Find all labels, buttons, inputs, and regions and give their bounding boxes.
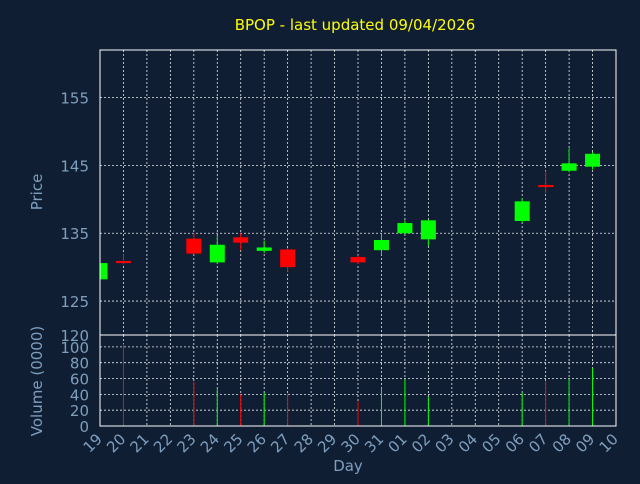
x-tick-label: 01 [385, 430, 411, 456]
frame-layer [99, 49, 617, 427]
volume-tick-label: 40 [70, 386, 89, 404]
x-tick-label: 26 [244, 430, 270, 456]
volume-tick-label: 100 [60, 339, 89, 357]
candle-body [186, 238, 202, 254]
x-tick-label: 31 [361, 430, 387, 456]
volume-tick-label: 20 [70, 402, 89, 420]
candle-body [397, 223, 413, 234]
candle-body [350, 256, 366, 263]
x-axis-label: Day [333, 457, 363, 475]
x-tick-label: 08 [549, 430, 575, 456]
grid-layer [100, 50, 616, 426]
x-tick-label: 22 [150, 430, 176, 456]
x-tick-label: 20 [103, 430, 129, 456]
candle-layer [99, 148, 601, 280]
candle-body [514, 201, 530, 221]
candle-body [373, 240, 389, 251]
price-tick-label: 145 [60, 157, 89, 175]
price-panel-frame [99, 49, 617, 336]
x-tick-label: 29 [314, 430, 340, 456]
volume-tick-label: 80 [70, 355, 89, 373]
x-tick-label: 07 [525, 430, 551, 456]
tick-layer: 1201251351451550204060801001920212223242… [60, 90, 621, 457]
volume-axis-label: Volume (0000) [28, 326, 46, 436]
candle-body [280, 249, 296, 268]
price-tick-label: 155 [60, 90, 89, 108]
x-tick-label: 02 [408, 430, 434, 456]
volume-tick-label: 0 [79, 418, 89, 436]
candle-body [233, 237, 249, 243]
x-tick-label: 24 [197, 430, 223, 456]
candle-body [115, 261, 131, 264]
x-tick-label: 28 [291, 430, 317, 456]
candle-body [561, 163, 577, 171]
x-tick-label: 04 [455, 430, 481, 456]
x-tick-label: 09 [572, 430, 598, 456]
candle-body [256, 247, 272, 251]
price-tick-label: 120 [60, 327, 89, 345]
x-tick-label: 03 [431, 430, 457, 456]
x-tick-label: 21 [127, 430, 153, 456]
x-tick-label: 05 [478, 430, 504, 456]
volume-tick-label: 60 [70, 371, 89, 389]
volume-panel-frame [99, 334, 617, 427]
price-axis-label: Price [28, 174, 46, 211]
candle-body [538, 185, 554, 188]
x-tick-label: 27 [267, 430, 293, 456]
candle-body [209, 244, 225, 263]
candle-body [100, 263, 108, 280]
price-tick-label: 125 [60, 293, 89, 311]
volume-layer [99, 343, 594, 426]
price-tick-label: 135 [60, 225, 89, 243]
chart-title: BPOP - last updated 09/04/2026 [235, 16, 476, 34]
x-tick-label: 10 [596, 430, 622, 456]
x-tick-label: 06 [502, 430, 528, 456]
candle-body [585, 153, 601, 167]
x-tick-label: 25 [220, 430, 246, 456]
x-tick-label: 23 [173, 430, 199, 456]
x-tick-label: 30 [338, 430, 364, 456]
candle-body [420, 220, 436, 240]
